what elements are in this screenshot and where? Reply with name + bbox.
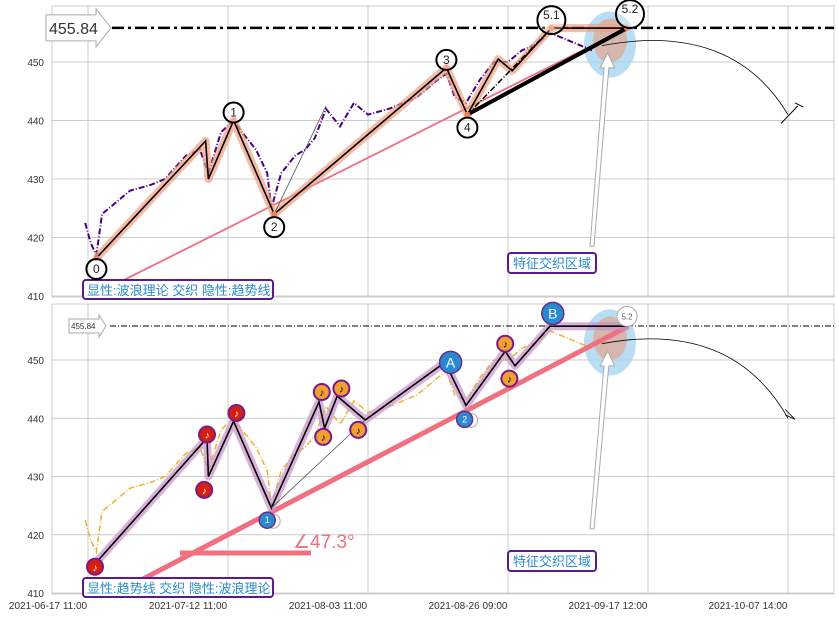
bottom-y-tick-label: 440	[27, 414, 44, 425]
top-annotation-arrow	[589, 52, 616, 247]
wave-label-circle-B	[541, 301, 565, 326]
top-price-level-label: 455.84	[49, 21, 98, 38]
wave-label-1: 1	[265, 515, 270, 525]
bottom-y-tick-label: 450	[27, 356, 44, 367]
note-marker-circle	[500, 369, 519, 388]
wave-label-circle-4	[456, 116, 479, 139]
top-y-tick-label: 420	[27, 234, 44, 245]
wave-vertex-dot	[548, 25, 555, 32]
wave-label-circle-5.1	[536, 5, 567, 36]
music-note-icon: ♪	[321, 433, 326, 444]
note-marker-circle	[195, 480, 214, 499]
angle-label: ∠47.3°	[293, 532, 355, 553]
ghost-label: 5.2	[621, 312, 633, 321]
bottom-caption: 显性:趋势线 交织 隐性:波浪理论	[87, 581, 270, 596]
top-price-level-tag	[45, 7, 112, 49]
wave-label-2: 2	[271, 220, 278, 234]
bottom-projection-arc	[601, 338, 789, 419]
bottom-projection-arrowhead	[784, 409, 796, 420]
wave-label-circle-3	[435, 48, 458, 71]
wave-label-circle-1	[258, 511, 276, 529]
x-tick-label: 2021-09-17 12:00	[569, 601, 648, 612]
wave-label-circle-A	[438, 350, 463, 375]
top-y-tick-label: 440	[27, 117, 44, 128]
wave-label-1: 1	[230, 106, 237, 120]
top-trend-line	[111, 27, 628, 287]
note-marker-circle	[496, 334, 515, 353]
music-note-icon: ♪	[356, 426, 361, 437]
bottom-region-label-frame	[507, 550, 597, 572]
x-tick-label: 2021-08-26 09:00	[429, 601, 508, 612]
x-tick-label: 2021-08-03 11:00	[289, 601, 368, 612]
bottom-region-label: 特征交织区域	[513, 554, 591, 569]
wave-label-circle-2	[455, 410, 474, 429]
note-marker-circle	[349, 420, 368, 439]
bottom-helper-line	[271, 419, 366, 509]
bottom-y-tick-label: 410	[27, 589, 44, 600]
note-marker-circle	[198, 425, 216, 444]
bottom-y-tick-label: 420	[27, 531, 44, 542]
top-y-tick-label: 410	[27, 292, 44, 303]
x-tick-label: 2021-06-17 11:00	[9, 601, 88, 612]
top-price-series-line	[84, 31, 593, 259]
top-y-tick-label: 430	[27, 175, 44, 186]
music-note-icon: ♪	[319, 388, 324, 399]
music-note-icon: ♪	[339, 385, 344, 396]
x-tick-label: 2021-07-12 11:00	[149, 601, 228, 612]
wave-label-circle-0	[85, 257, 108, 280]
wave-label-3: 3	[443, 53, 450, 67]
top-helper-line	[273, 105, 327, 215]
bottom-caption-frame	[82, 577, 274, 598]
music-note-icon: ♪	[202, 486, 207, 497]
bottom-price-level-label: 455.84	[71, 322, 96, 331]
bottom-price-level-tag	[68, 313, 107, 339]
top-region-label-frame	[507, 252, 597, 274]
top-impulse-dash-line	[466, 27, 552, 116]
wave-label-2: 2	[462, 414, 467, 424]
note-marker-circle	[227, 404, 246, 423]
wave-vertex-dot	[271, 211, 278, 218]
wave-vertex-dot	[464, 111, 471, 118]
top-projection-end-cap	[780, 102, 804, 124]
top-region-label-box: 特征交织区域	[507, 252, 597, 274]
top-caption: 显性:波浪理论 交织 隐性:趋势线	[87, 283, 270, 298]
wave-label-circle-1	[222, 101, 245, 124]
top-plot-area	[51, 5, 835, 298]
wave-label-5.2: 5.2	[622, 2, 639, 16]
music-note-icon: ♪	[234, 409, 239, 420]
bottom-region-label-box: 特征交织区域	[507, 550, 597, 572]
wave-label-circle-2	[263, 216, 286, 239]
note-marker-circle	[314, 427, 333, 446]
top-main-impulse-line	[466, 26, 628, 117]
top-y-tick-label: 450	[27, 58, 44, 69]
wave-label-A: A	[446, 354, 456, 370]
note-marker-circle	[312, 383, 331, 402]
note-marker-circle	[332, 379, 351, 398]
wave-label-0: 0	[93, 262, 100, 276]
music-note-icon: ♪	[205, 431, 210, 442]
note-marker-circle	[86, 557, 104, 576]
bottom-plot-area	[51, 303, 835, 595]
top-projection-arc	[601, 40, 789, 115]
top-caption-frame	[82, 279, 274, 300]
wave-label-B: B	[548, 305, 557, 321]
bottom-y-tick-label: 430	[27, 473, 44, 484]
top-region-label: 特征交织区域	[513, 256, 591, 271]
music-note-icon: ♪	[503, 340, 508, 351]
music-note-icon: ♪	[507, 375, 512, 386]
bottom-annotation-arrow	[589, 350, 616, 530]
wave-label-4: 4	[464, 121, 471, 135]
ghost-label-circle	[616, 305, 638, 327]
wave-label-5.1: 5.1	[543, 8, 560, 22]
x-tick-label: 2021-10-07 14:00	[709, 601, 788, 612]
music-note-icon: ♪	[93, 563, 98, 574]
wave-label-circle-5.2	[615, 0, 645, 30]
bottom-trend-line	[114, 323, 630, 596]
